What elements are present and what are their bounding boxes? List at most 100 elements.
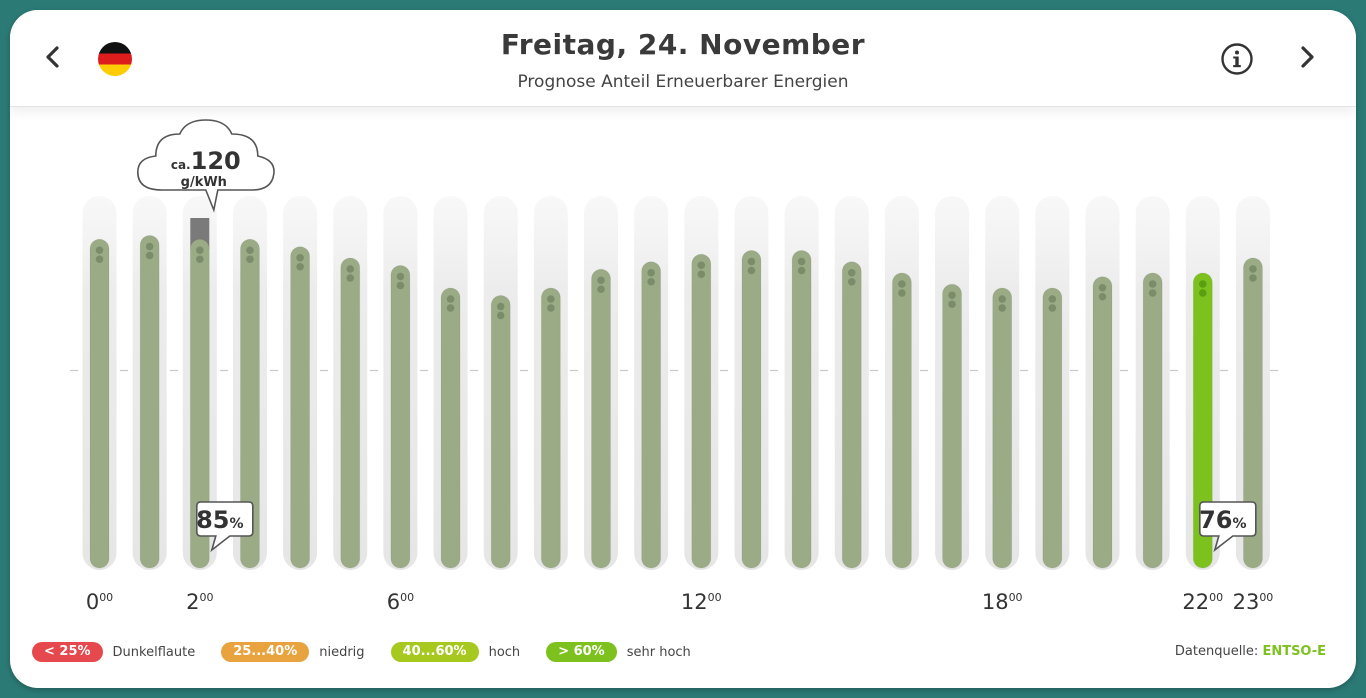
bar-dot-top-7: [446, 295, 455, 303]
bar-15: [841, 261, 862, 569]
bar-dot-top-2: [196, 246, 204, 255]
legend-pill-dunkelflaute: < 25%: [32, 642, 103, 662]
page-title: Freitag, 24. November: [500, 28, 866, 61]
bar-dot-bottom-9: [547, 304, 555, 312]
bar-dot-top-14: [797, 257, 806, 266]
co2-callout-unit: g/kWh: [181, 175, 227, 190]
bar-4: [290, 246, 311, 569]
info-icon[interactable]: [1220, 42, 1254, 76]
bar-22: [1192, 272, 1213, 569]
data-source-label: Datenquelle:: [1174, 644, 1259, 659]
bar-dot-top-12: [697, 261, 706, 270]
bar-11: [641, 261, 662, 569]
legend-pill-niedrig: 25...40%: [221, 642, 310, 662]
bar-dot-bottom-1: [145, 251, 154, 260]
bar-19: [1042, 287, 1063, 569]
bar-16: [891, 272, 912, 569]
bar-dot-top-22: [1199, 280, 1207, 288]
bar-dot-bottom-21: [1148, 289, 1157, 297]
bar-10: [591, 268, 611, 569]
bar-dot-top-4: [296, 253, 304, 262]
value-callout-text-2: 85%: [196, 506, 243, 534]
bar-dot-bottom-19: [1048, 304, 1057, 312]
bar-dot-top-3: [246, 246, 254, 255]
bar-dot-bottom-13: [747, 266, 756, 275]
bar-dot-bottom-7: [446, 304, 455, 312]
bar-dot-bottom-18: [998, 304, 1006, 312]
legend-label-sehr-hoch: sehr hoch: [626, 644, 691, 660]
data-source-link[interactable]: ENTSO-E: [1262, 644, 1326, 659]
bar-dot-bottom-22: [1199, 289, 1207, 297]
bar-dot-top-15: [847, 268, 856, 277]
bar-23: [1242, 257, 1263, 569]
bar-dot-top-6: [396, 272, 405, 281]
bar-dot-top-18: [998, 295, 1006, 303]
bar-dot-top-0: [95, 246, 104, 255]
bar-dot-bottom-15: [847, 277, 856, 286]
bar-dot-top-10: [597, 276, 605, 285]
bar-dot-top-20: [1098, 283, 1107, 292]
bar-dot-bottom-14: [797, 266, 806, 275]
x-tick-label-12: 1200: [681, 590, 722, 614]
bar-dot-top-13: [747, 257, 756, 266]
x-tick-label-6: 600: [387, 590, 414, 614]
bar-dot-bottom-0: [95, 255, 104, 264]
bar-12: [691, 253, 712, 569]
co2-callout-value: ca.120: [171, 147, 241, 175]
bar-13: [741, 250, 762, 569]
x-tick-label-0: 000: [86, 590, 113, 614]
legend-label-hoch: hoch: [488, 644, 521, 660]
legend-label-dunkelflaute: Dunkelflaute: [112, 644, 196, 660]
bar-dot-bottom-4: [296, 262, 304, 271]
bar-dot-top-1: [145, 242, 154, 251]
bar-dot-top-8: [496, 302, 505, 311]
bar-21: [1142, 272, 1163, 569]
bar-dot-bottom-20: [1098, 292, 1107, 301]
bar-dot-bottom-6: [396, 281, 405, 290]
legend-label-niedrig: niedrig: [319, 644, 365, 660]
bar-dot-top-21: [1148, 280, 1157, 288]
bar-3: [239, 238, 260, 569]
bar-dot-top-11: [647, 268, 655, 277]
legend-pill-hoch: 40...60%: [390, 642, 479, 662]
bar-8: [490, 295, 511, 569]
value-callout-text-22: 76%: [1199, 506, 1246, 534]
value-callout-22: [1199, 501, 1257, 553]
co2-cloud-callout: [136, 119, 275, 213]
chevron-right-icon[interactable]: [1290, 40, 1324, 74]
legend-pill-sehr-hoch: > 60%: [546, 642, 617, 662]
bar-dot-bottom-5: [346, 274, 355, 282]
x-tick-label-2: 200: [186, 590, 213, 614]
header: Freitag, 24. November Prognose Anteil Er…: [10, 10, 1356, 107]
bar-dot-bottom-2: [196, 255, 204, 264]
bar-6: [390, 265, 411, 569]
x-tick-label-23: 2300: [1233, 590, 1274, 614]
bar-dot-bottom-23: [1249, 274, 1257, 282]
bar-dot-bottom-10: [597, 285, 605, 294]
bar-7: [440, 287, 461, 569]
bar-9: [540, 287, 561, 569]
bar-dot-top-5: [346, 265, 355, 273]
value-callout-2: [196, 501, 254, 553]
bar-20: [1092, 276, 1113, 569]
bar-dot-bottom-8: [496, 311, 505, 320]
legend: < 25% Dunkelflaute 25...40% niedrig 40..…: [32, 640, 717, 664]
bar-2: [189, 238, 210, 569]
bar-dot-top-17: [948, 291, 956, 300]
bar-17: [942, 283, 963, 569]
chevron-left-icon[interactable]: [36, 40, 70, 74]
germany-flag-icon[interactable]: [98, 42, 132, 76]
forecast-card: Freitag, 24. November Prognose Anteil Er…: [10, 10, 1356, 688]
bar-dot-top-23: [1249, 265, 1257, 273]
bar-18: [992, 287, 1013, 569]
bar-dot-top-9: [547, 295, 555, 303]
bar-dot-bottom-11: [647, 277, 655, 286]
bar-dot-bottom-16: [898, 289, 906, 297]
bar-1: [139, 235, 160, 569]
bar-dot-bottom-12: [697, 270, 706, 279]
bar-dot-top-19: [1048, 295, 1057, 303]
x-tick-label-18: 1800: [982, 590, 1023, 614]
bar-dot-top-16: [898, 280, 906, 288]
bar-14: [791, 250, 812, 569]
